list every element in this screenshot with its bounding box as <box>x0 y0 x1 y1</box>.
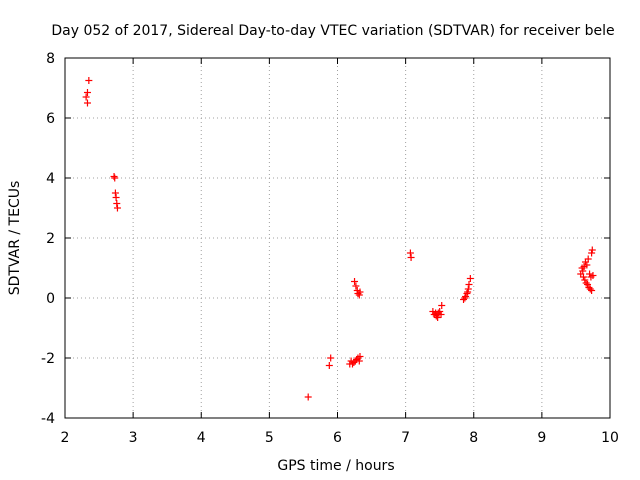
data-point <box>304 393 312 401</box>
data-point <box>356 288 364 296</box>
data-point <box>438 302 446 309</box>
data-point <box>83 89 91 96</box>
grid <box>65 58 610 418</box>
data-point <box>82 93 90 101</box>
axis-ticks: 2 3 4 5 6 7 8 9 10 -4 -2 0 2 4 6 8 <box>41 51 619 446</box>
x-tick-label: 2 <box>61 430 70 446</box>
data-point <box>588 249 596 257</box>
y-tick-label: 6 <box>46 111 55 127</box>
data-point <box>583 261 591 269</box>
data-point <box>110 173 118 180</box>
x-tick-label: 9 <box>537 430 546 446</box>
data-point <box>466 275 474 282</box>
y-tick-label: 0 <box>46 291 55 307</box>
data-point <box>406 249 414 257</box>
data-point <box>582 279 590 287</box>
data-point <box>588 287 596 294</box>
data-point <box>584 255 592 263</box>
data-point <box>588 246 596 254</box>
data-point <box>581 276 589 284</box>
data-point <box>356 353 364 360</box>
x-tick-label: 7 <box>401 430 410 446</box>
data-point <box>586 270 594 278</box>
x-tick-label: 8 <box>469 430 478 446</box>
data-point <box>85 77 93 84</box>
data-point <box>113 200 121 207</box>
y-tick-label: 8 <box>46 51 55 67</box>
x-tick-label: 4 <box>197 430 206 446</box>
data-points <box>82 77 597 401</box>
y-tick-label: -2 <box>41 351 55 367</box>
data-point <box>586 285 594 293</box>
data-point <box>464 285 472 293</box>
data-point <box>113 204 121 212</box>
x-tick-label: 5 <box>265 430 274 446</box>
data-point <box>437 311 445 318</box>
data-point <box>325 362 333 369</box>
y-tick-label: 4 <box>46 171 55 187</box>
data-point <box>584 281 592 288</box>
data-point <box>111 189 119 197</box>
x-tick-label: 6 <box>333 430 342 446</box>
chart-title: Day 052 of 2017, Sidereal Day-to-day VTE… <box>51 23 614 39</box>
data-point <box>462 293 470 300</box>
data-point <box>463 290 471 297</box>
x-tick-label: 3 <box>129 430 138 446</box>
data-point <box>112 194 120 201</box>
data-point <box>355 357 363 365</box>
data-point <box>465 281 473 288</box>
data-point <box>461 294 469 302</box>
data-point <box>579 273 587 281</box>
data-point <box>352 282 360 290</box>
data-point <box>407 254 415 261</box>
data-point <box>351 278 359 285</box>
data-point <box>589 272 597 279</box>
x-tick-label: 10 <box>601 430 619 446</box>
data-point <box>83 99 91 107</box>
data-point <box>464 288 472 296</box>
x-axis-label: GPS time / hours <box>277 458 394 474</box>
y-axis-label: SDTVAR / TECUs <box>7 181 23 296</box>
data-point <box>434 314 442 321</box>
data-point <box>436 308 444 315</box>
data-point <box>327 354 335 362</box>
y-tick-label: -4 <box>41 411 55 427</box>
data-point <box>111 174 119 182</box>
y-tick-label: 2 <box>46 231 55 247</box>
data-point <box>355 291 363 299</box>
data-point <box>579 267 587 275</box>
